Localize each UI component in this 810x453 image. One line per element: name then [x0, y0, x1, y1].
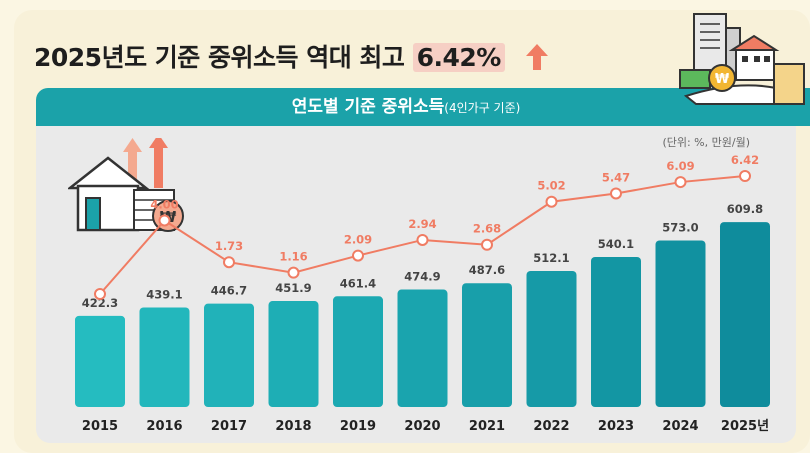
bar — [333, 296, 383, 407]
headline-value: 6.42% — [412, 43, 505, 72]
rate-point — [416, 233, 429, 246]
headline: 2025년도 기준 중위소득 역대 최고 6.42% — [34, 38, 505, 74]
bar-value-label: 512.1 — [533, 251, 569, 265]
x-tick-label: 2024 — [662, 419, 698, 434]
bar — [720, 222, 770, 407]
rate-value-label: 2.94 — [408, 217, 436, 231]
bar-value-label: 461.4 — [340, 276, 376, 290]
rate-point — [610, 187, 622, 200]
rate-point — [481, 238, 493, 251]
headline-text: 2025년도 기준 중위소득 역대 최고 — [34, 43, 405, 72]
x-tick-label: 2017 — [211, 419, 247, 434]
rate-value-label: 1.73 — [215, 239, 243, 253]
house-won-icon: ₩ — [68, 138, 184, 232]
rate-value-label: 5.02 — [537, 179, 565, 193]
chart-title-ribbon: 연도별 기준 중위소득(4인가구 기준) — [36, 88, 810, 126]
bar-value-label: 446.7 — [211, 284, 247, 298]
rate-point — [352, 249, 364, 262]
x-tick-label: 2021 — [469, 419, 505, 434]
x-tick-label: 2023 — [598, 419, 634, 434]
rate-point — [287, 266, 300, 279]
x-tick-label: 2025년 — [721, 419, 769, 434]
x-tick-label: 2016 — [146, 419, 182, 434]
rate-value-label: 2.68 — [473, 222, 501, 236]
rate-value-label: 6.42 — [731, 153, 759, 167]
bar — [75, 315, 125, 407]
bar-value-label: 439.1 — [146, 287, 182, 301]
up-arrow-icon — [526, 44, 548, 70]
bar-value-label: 573.0 — [662, 221, 698, 235]
rate-point — [739, 170, 751, 182]
x-tick-label: 2022 — [533, 419, 569, 434]
bar-value-label: 474.9 — [404, 270, 440, 284]
bar — [397, 289, 448, 407]
rate-value-label: 2.09 — [344, 233, 372, 247]
chart-title: 연도별 기준 중위소득(4인가구 기준) — [36, 88, 776, 126]
x-tick-label: 2019 — [340, 419, 376, 434]
rate-point — [545, 195, 558, 208]
rate-point — [223, 256, 235, 269]
x-tick-label: 2020 — [404, 419, 440, 434]
bar-value-label: 540.1 — [598, 237, 634, 251]
rate-point — [94, 288, 106, 300]
rate-value-label: 5.47 — [602, 170, 630, 184]
x-tick-label: 2015 — [82, 419, 118, 434]
building-money-icon: ₩ — [679, 13, 805, 105]
x-tick-label: 2018 — [275, 419, 311, 434]
bar-value-label: 422.3 — [82, 296, 118, 310]
chart-title-main: 연도별 기준 중위소득 — [291, 97, 445, 117]
bar — [591, 256, 641, 407]
rate-value-label: 1.16 — [279, 250, 307, 264]
bar — [268, 301, 319, 407]
rate-value-label: 6.09 — [666, 159, 694, 173]
bar-value-label: 609.8 — [727, 202, 763, 216]
bar-value-label: 451.9 — [275, 281, 311, 295]
bar — [204, 303, 254, 407]
svg-text:₩: ₩ — [715, 72, 730, 87]
chart-title-sub: (4인가구 기준) — [444, 101, 521, 115]
rate-point — [674, 176, 687, 189]
unit-label: (단위: %, 만원/월) — [662, 136, 750, 149]
bar — [526, 270, 577, 407]
rate-point — [158, 214, 171, 227]
bar — [139, 307, 190, 407]
bar — [462, 283, 512, 407]
bar — [655, 240, 706, 407]
rate-value-label: 4.00 — [150, 197, 178, 211]
bar-value-label: 487.6 — [469, 263, 505, 277]
